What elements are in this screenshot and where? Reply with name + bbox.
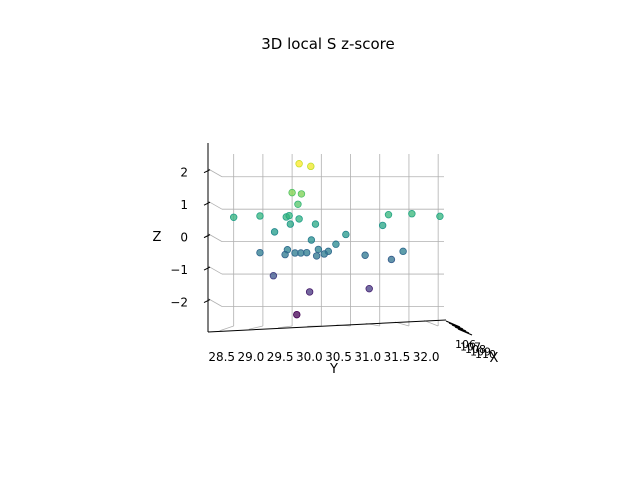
floor-gridline [248, 325, 263, 330]
x-tick-label: 106 [455, 338, 476, 351]
x-tick-label: 109 [470, 346, 491, 359]
y-tick-label: 30.0 [296, 350, 323, 364]
scatter-point [294, 200, 302, 209]
y-tick-label: 32.0 [413, 350, 440, 364]
y-axis-line [207, 319, 447, 333]
x-tick-mark [454, 326, 470, 334]
scatter-point [305, 288, 314, 296]
scatter-point [295, 160, 303, 168]
x-tick-label: 107 [460, 341, 481, 354]
floor-gridline [278, 325, 293, 329]
y-tick-label: 30.5 [325, 350, 352, 364]
scatter-point [314, 245, 323, 254]
z-tick-label: −2 [170, 296, 188, 310]
x-tick-label: 108 [465, 343, 486, 356]
wall-gridline [207, 233, 223, 242]
wall-gridline [207, 265, 223, 275]
z-axis-label: Z [153, 230, 162, 245]
scatter-point [312, 252, 321, 260]
z-tick-label: −1 [170, 263, 188, 277]
scatter-point [384, 210, 393, 219]
scatter-point [288, 188, 296, 197]
scatter-point [332, 240, 340, 248]
scatter-points [229, 160, 444, 319]
scatter-point [307, 236, 316, 244]
scatter-point [320, 250, 328, 258]
scatter-point [256, 212, 264, 220]
z-tick-label: 2 [180, 166, 188, 180]
y-tick-label: 29.5 [267, 350, 294, 364]
scatter-point [285, 211, 293, 220]
scatter-point [295, 215, 303, 223]
x-tick-mark [448, 322, 464, 330]
scatter-point [342, 230, 350, 239]
z-tick-mark [203, 234, 211, 239]
scatter-point [297, 190, 306, 198]
z-tick-label: 1 [180, 198, 188, 212]
y-tick-label: 29.0 [238, 350, 265, 364]
scatter-point [269, 271, 278, 280]
z-tick-mark [203, 266, 211, 271]
scatter-point [365, 284, 373, 293]
wall-gridline [207, 200, 223, 210]
scatter-point [303, 248, 311, 257]
scatter-point [256, 248, 264, 257]
scatter-point [286, 220, 295, 228]
y-tick-labels: 28.5 29.0 29.5 30.0 30.5 31.0 31.5 32.0 [208, 350, 439, 364]
wall-gridline [207, 168, 223, 178]
grid [207, 154, 444, 332]
y-tick-label: 31.5 [384, 350, 411, 364]
scatter-point [311, 220, 320, 228]
x-tick-marks [445, 320, 473, 336]
z-tick-mark [203, 299, 211, 303]
scatter-point [408, 210, 416, 218]
floor-gridline [219, 325, 234, 332]
scatter-point [229, 213, 238, 221]
scatter-point [361, 251, 369, 259]
y-axis-label: Y [329, 362, 338, 377]
wall-gridline [207, 298, 223, 307]
scatter-point [281, 250, 289, 259]
y-tick-label: 28.5 [208, 350, 235, 364]
x-axis-label: X [490, 351, 499, 366]
x-tick-label: 110 [475, 348, 496, 361]
x-tick-mark [451, 324, 467, 332]
scatter-point [436, 212, 444, 221]
z-tick-mark [203, 201, 211, 206]
scatter-point [307, 162, 315, 171]
z-tick-labels: −2 −1 0 1 2 [170, 166, 188, 310]
z-tick-label: 0 [180, 231, 188, 245]
z-tick-marks [203, 169, 211, 303]
y-tick-label: 31.0 [354, 350, 381, 364]
x-tick-mark [457, 328, 473, 336]
scatter-point [293, 310, 301, 319]
scatter-point [378, 221, 387, 230]
scatter-point [387, 255, 396, 264]
scatter-point [270, 228, 279, 236]
x-tick-mark [445, 320, 461, 328]
scatter-point [399, 247, 407, 256]
chart-title: 3D local S z-score [261, 35, 394, 53]
z-tick-mark [203, 169, 211, 174]
